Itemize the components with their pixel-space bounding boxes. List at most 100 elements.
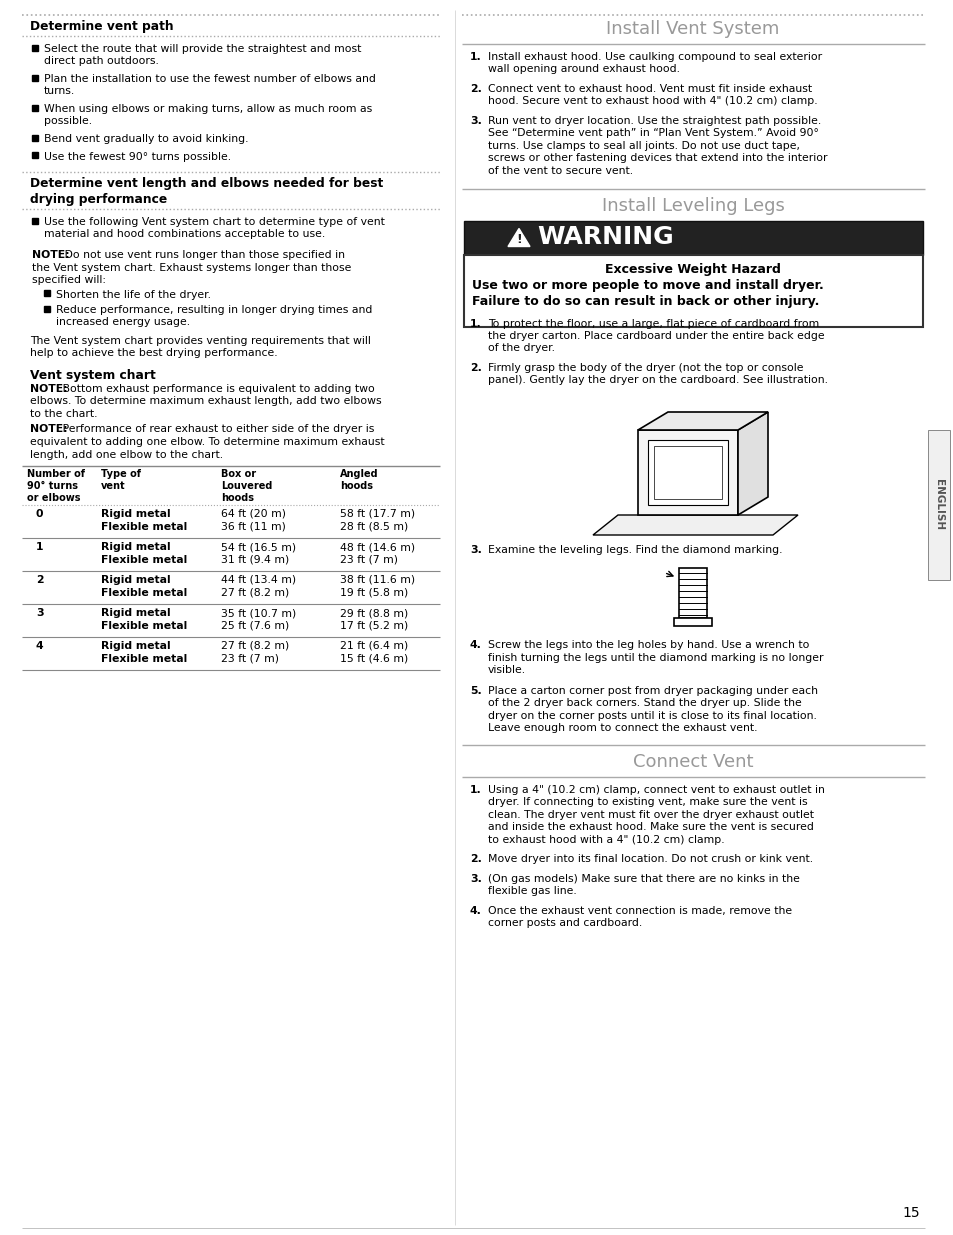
Text: 3.: 3.: [470, 545, 481, 555]
Text: Install Leveling Legs: Install Leveling Legs: [601, 196, 783, 215]
Bar: [679, 568, 706, 618]
Text: Bottom exhaust performance is equivalent to adding two: Bottom exhaust performance is equivalent…: [59, 384, 375, 394]
Text: 35 ft (10.7 m)
25 ft (7.6 m): 35 ft (10.7 m) 25 ft (7.6 m): [221, 608, 296, 631]
Text: 54 ft (16.5 m)
31 ft (9.4 m): 54 ft (16.5 m) 31 ft (9.4 m): [221, 542, 295, 564]
Text: Determine vent path: Determine vent path: [30, 20, 173, 33]
Bar: [463, 221, 923, 254]
Text: Install exhaust hood. Use caulking compound to seal exterior
wall opening around: Install exhaust hood. Use caulking compo…: [488, 52, 821, 74]
Text: 38 ft (11.6 m)
19 ft (5.8 m): 38 ft (11.6 m) 19 ft (5.8 m): [339, 576, 415, 598]
Text: Select the route that will provide the straightest and most
direct path outdoors: Select the route that will provide the s…: [44, 44, 361, 65]
Text: to the chart.: to the chart.: [30, 409, 97, 419]
Text: 3.: 3.: [470, 116, 481, 126]
Text: Do not use vent runs longer than those specified in: Do not use vent runs longer than those s…: [61, 249, 345, 261]
Polygon shape: [738, 412, 767, 515]
Text: Connect vent to exhaust hood. Vent must fit inside exhaust
hood. Secure vent to : Connect vent to exhaust hood. Vent must …: [488, 84, 817, 106]
Text: 5.: 5.: [470, 685, 481, 697]
Text: 27 ft (8.2 m)
23 ft (7 m): 27 ft (8.2 m) 23 ft (7 m): [221, 641, 289, 663]
Bar: [32, 44, 38, 51]
Text: NOTE:: NOTE:: [30, 425, 68, 435]
Text: 48 ft (14.6 m)
23 ft (7 m): 48 ft (14.6 m) 23 ft (7 m): [339, 542, 415, 564]
Bar: [32, 152, 38, 158]
Text: Vent system chart: Vent system chart: [30, 369, 155, 382]
Text: Use the fewest 90° turns possible.: Use the fewest 90° turns possible.: [44, 152, 231, 162]
Text: 21 ft (6.4 m)
15 ft (4.6 m): 21 ft (6.4 m) 15 ft (4.6 m): [339, 641, 408, 663]
Bar: [647, 440, 727, 505]
Polygon shape: [593, 515, 797, 535]
Bar: [32, 217, 38, 224]
Text: NOTE:: NOTE:: [30, 384, 68, 394]
Text: Once the exhaust vent connection is made, remove the
corner posts and cardboard.: Once the exhaust vent connection is made…: [488, 906, 791, 929]
Text: Screw the legs into the leg holes by hand. Use a wrench to
finish turning the le: Screw the legs into the leg holes by han…: [488, 641, 822, 676]
Text: 2: 2: [36, 576, 44, 585]
Text: To protect the floor, use a large, flat piece of cardboard from
the dryer carton: To protect the floor, use a large, flat …: [488, 319, 823, 353]
Text: Place a carton corner post from dryer packaging under each
of the 2 dryer back c: Place a carton corner post from dryer pa…: [488, 685, 817, 734]
Text: Rigid metal
Flexible metal: Rigid metal Flexible metal: [101, 641, 187, 663]
Text: 58 ft (17.7 m)
28 ft (8.5 m): 58 ft (17.7 m) 28 ft (8.5 m): [339, 509, 415, 532]
Text: 1.: 1.: [470, 319, 481, 329]
Text: NOTE:: NOTE:: [32, 249, 70, 261]
Text: 15: 15: [902, 1207, 919, 1220]
Text: Determine vent length and elbows needed for best
drying performance: Determine vent length and elbows needed …: [30, 177, 383, 205]
Text: 64 ft (20 m)
36 ft (11 m): 64 ft (20 m) 36 ft (11 m): [221, 509, 286, 532]
Bar: [44, 290, 50, 296]
Bar: [638, 430, 738, 515]
Text: 2.: 2.: [470, 855, 481, 864]
Text: Excessive Weight Hazard: Excessive Weight Hazard: [604, 263, 781, 275]
Text: Use the following Vent system chart to determine type of vent
material and hood : Use the following Vent system chart to d…: [44, 217, 384, 240]
Text: Type of
vent: Type of vent: [101, 469, 141, 492]
Text: Examine the leveling legs. Find the diamond marking.: Examine the leveling legs. Find the diam…: [488, 545, 781, 555]
Text: Install Vent System: Install Vent System: [606, 20, 779, 38]
Text: equivalent to adding one elbow. To determine maximum exhaust: equivalent to adding one elbow. To deter…: [30, 437, 384, 447]
Text: 4: 4: [36, 641, 44, 651]
Text: 2.: 2.: [470, 84, 481, 94]
Text: Run vent to dryer location. Use the straightest path possible.
See “Determine ve: Run vent to dryer location. Use the stra…: [488, 116, 826, 175]
Bar: [463, 254, 923, 326]
Text: 1.: 1.: [470, 52, 481, 62]
Text: elbows. To determine maximum exhaust length, add two elbows: elbows. To determine maximum exhaust len…: [30, 396, 381, 406]
Text: length, add one elbow to the chart.: length, add one elbow to the chart.: [30, 450, 223, 459]
Text: 3.: 3.: [470, 874, 481, 884]
Text: Bend vent gradually to avoid kinking.: Bend vent gradually to avoid kinking.: [44, 135, 248, 144]
Bar: [654, 446, 721, 499]
Text: Use two or more people to move and install dryer.: Use two or more people to move and insta…: [472, 279, 822, 291]
Bar: [673, 618, 711, 625]
Text: The Vent system chart provides venting requirements that will
help to achieve th: The Vent system chart provides venting r…: [30, 336, 371, 358]
Text: ENGLISH: ENGLISH: [933, 479, 943, 531]
Text: Rigid metal
Flexible metal: Rigid metal Flexible metal: [101, 576, 187, 598]
Text: the Vent system chart. Exhaust systems longer than those: the Vent system chart. Exhaust systems l…: [32, 263, 351, 273]
Text: Performance of rear exhaust to either side of the dryer is: Performance of rear exhaust to either si…: [59, 425, 374, 435]
Polygon shape: [507, 228, 530, 247]
Text: Connect Vent: Connect Vent: [632, 753, 753, 771]
Text: Firmly grasp the body of the dryer (not the top or console
panel). Gently lay th: Firmly grasp the body of the dryer (not …: [488, 363, 827, 385]
Bar: [32, 74, 38, 80]
Polygon shape: [638, 412, 767, 430]
Text: !: !: [516, 233, 521, 246]
Text: WARNING: WARNING: [537, 225, 673, 248]
Text: 1.: 1.: [470, 785, 481, 795]
Text: specified will:: specified will:: [32, 275, 106, 285]
Text: 3: 3: [36, 608, 44, 618]
Text: Failure to do so can result in back or other injury.: Failure to do so can result in back or o…: [472, 294, 819, 308]
Text: 44 ft (13.4 m)
27 ft (8.2 m): 44 ft (13.4 m) 27 ft (8.2 m): [221, 576, 295, 598]
Bar: [32, 135, 38, 141]
Text: Rigid metal
Flexible metal: Rigid metal Flexible metal: [101, 542, 187, 564]
Text: Using a 4" (10.2 cm) clamp, connect vent to exhaust outlet in
dryer. If connecti: Using a 4" (10.2 cm) clamp, connect vent…: [488, 785, 824, 845]
Text: (On gas models) Make sure that there are no kinks in the
flexible gas line.: (On gas models) Make sure that there are…: [488, 874, 799, 897]
Text: 29 ft (8.8 m)
17 ft (5.2 m): 29 ft (8.8 m) 17 ft (5.2 m): [339, 608, 408, 631]
Text: 2.: 2.: [470, 363, 481, 373]
Text: Shorten the life of the dryer.: Shorten the life of the dryer.: [56, 289, 211, 300]
Text: Number of
90° turns
or elbows: Number of 90° turns or elbows: [27, 469, 85, 503]
Text: 4.: 4.: [470, 906, 481, 916]
Text: When using elbows or making turns, allow as much room as
possible.: When using elbows or making turns, allow…: [44, 104, 372, 126]
Bar: [927, 430, 949, 580]
Text: Rigid metal
Flexible metal: Rigid metal Flexible metal: [101, 509, 187, 532]
Bar: [44, 305, 50, 311]
Text: Plan the installation to use the fewest number of elbows and
turns.: Plan the installation to use the fewest …: [44, 74, 375, 96]
Text: Angled
hoods: Angled hoods: [339, 469, 378, 492]
Bar: [32, 105, 38, 110]
Text: 4.: 4.: [470, 641, 481, 651]
Text: 0: 0: [36, 509, 44, 519]
Text: Rigid metal
Flexible metal: Rigid metal Flexible metal: [101, 608, 187, 631]
Text: Move dryer into its final location. Do not crush or kink vent.: Move dryer into its final location. Do n…: [488, 855, 812, 864]
Text: Reduce performance, resulting in longer drying times and
increased energy usage.: Reduce performance, resulting in longer …: [56, 305, 372, 327]
